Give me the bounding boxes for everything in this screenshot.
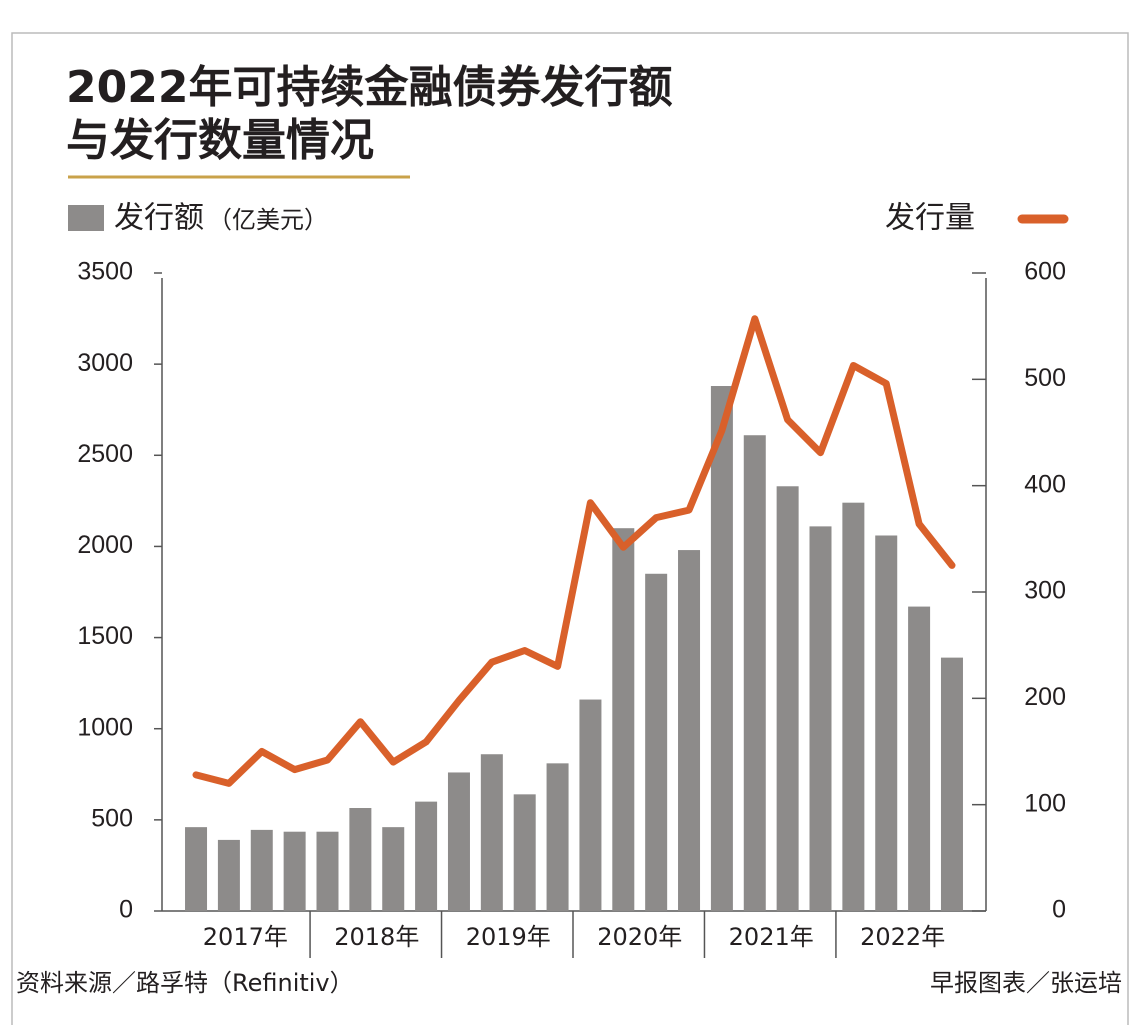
legend-swatch [68,205,104,231]
y-tick-label: 3000 [77,349,133,377]
y2-tick-label: 500 [1024,364,1066,392]
bar [480,754,503,911]
frame [11,32,1129,1025]
chart-title: 2022年可持续金融债券发行额 [66,62,672,113]
bar [710,386,733,911]
y-tick-label: 500 [91,804,133,832]
legend-label: 发行量 [885,201,975,236]
bar [513,794,536,911]
y2-tick-label: 300 [1024,577,1066,605]
x-group-label: 2022年 [860,923,945,951]
x-group-label: 2017年 [203,923,288,951]
y-tick-label: 2000 [77,531,133,559]
y-tick-label: 1500 [77,622,133,650]
bar [743,435,766,911]
axis-unit: （亿美元） [208,206,328,234]
y-tick-label: 1000 [77,713,133,741]
x-group-label: 2018年 [334,923,419,951]
bar [645,573,668,911]
bar [776,486,799,911]
bar [283,831,306,911]
bar [415,801,438,911]
bar [447,772,470,911]
bar [842,502,865,911]
bar [185,827,208,911]
y-tick-label: 0 [119,896,133,924]
y2-tick-label: 600 [1024,258,1066,286]
chart-title: 与发行数量情况 [66,115,374,166]
y-tick-label: 2500 [77,440,133,468]
y2-tick-label: 400 [1024,470,1066,498]
bar [546,763,569,911]
y2-tick-label: 200 [1024,683,1066,711]
y2-tick-label: 0 [1052,896,1066,924]
bar [875,535,898,911]
bar [940,657,963,911]
bar [908,606,931,911]
x-group-label: 2019年 [466,923,551,951]
legend-label: 发行额 [114,201,204,236]
bar [809,526,832,911]
bar [678,550,701,911]
x-group-label: 2020年 [597,923,682,951]
bar [579,699,602,911]
y-tick-label: 3500 [77,258,133,286]
bar [316,831,339,911]
x-group-label: 2021年 [729,923,814,951]
bar [349,808,372,911]
bar [217,839,240,911]
source: 资料来源／路孚特（Refinitiv） [16,969,354,997]
bar [250,829,273,911]
credit: 早报图表／张运培 [930,969,1122,997]
y2-tick-label: 100 [1024,789,1066,817]
bar [382,827,405,911]
bar [612,528,635,911]
line [192,315,956,787]
